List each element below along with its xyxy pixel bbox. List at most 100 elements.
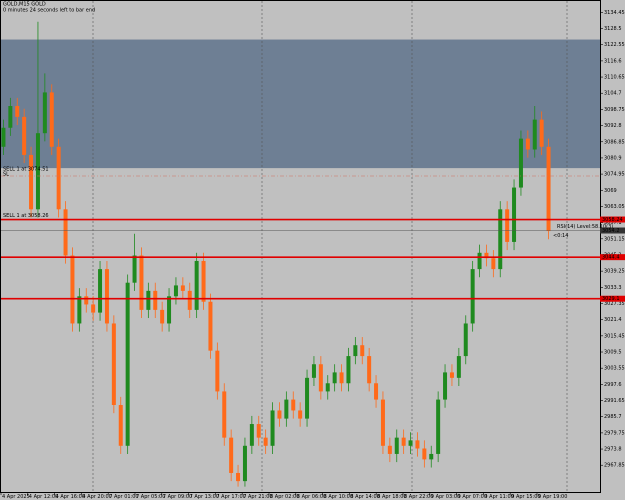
candle-body [153, 290, 158, 310]
candle-body [146, 290, 151, 310]
x-tick-label: 7 Apr 09:00 [163, 494, 192, 500]
x-tick-label: 9 Apr 07:00 [458, 494, 487, 500]
y-tick-label: 3116.6 [604, 58, 622, 64]
y-tick-label: 3080.9 [604, 155, 622, 161]
candle-body [187, 290, 192, 310]
candle-body [249, 424, 254, 446]
candle-body [546, 146, 551, 232]
x-tick-label: 8 Apr 06:00 [297, 494, 326, 500]
y-tick-label: 3098.75 [604, 107, 625, 113]
candle-body [305, 377, 310, 419]
candle-body [173, 285, 178, 297]
level-tag [600, 295, 625, 302]
candle-body [456, 356, 461, 378]
y-tick-label: 3003.55 [604, 366, 625, 372]
y-tick-label: 3063.05 [604, 204, 625, 210]
x-tick-label: 9 Apr 15:00 [511, 494, 540, 500]
y-tick-label: 3092.8 [604, 123, 622, 129]
candle-body [236, 472, 241, 482]
candle-body [491, 258, 496, 270]
candle-body [91, 304, 96, 313]
x-tick-label: 9 Apr 19:00 [538, 494, 567, 500]
candle-body [401, 437, 406, 446]
y-tick-label: 3051.15 [604, 236, 625, 242]
y-tick-label: 3074.95 [604, 172, 625, 178]
candle-body [118, 405, 123, 446]
candle-body [339, 372, 344, 384]
candle-body [408, 440, 413, 446]
x-tick-label: 9 Apr 03:00 [431, 494, 460, 500]
x-tick-label: 7 Apr 05:00 [136, 494, 165, 500]
candle-body [132, 255, 137, 283]
candle-body [415, 440, 420, 449]
y-tick-label: 3039.25 [604, 269, 625, 275]
sell-zone [1, 39, 600, 169]
candle-body [387, 445, 392, 454]
x-tick-label: 4 Apr 16:00 [56, 494, 85, 500]
x-tick-label: 8 Apr 14:00 [350, 494, 379, 500]
candle-body [256, 424, 261, 438]
candle-body [215, 350, 220, 392]
candle-body [70, 255, 75, 324]
candle-body [139, 255, 144, 310]
candle-body [98, 269, 103, 313]
candle-body [277, 410, 282, 419]
price-tag-text: 3054.2 [602, 228, 620, 234]
x-tick-label: 9 Apr 11:00 [484, 494, 513, 500]
candle-body [125, 282, 130, 446]
candle-body [22, 116, 27, 155]
candle-body [35, 133, 40, 210]
candle-body [436, 399, 441, 454]
y-tick-label: 3009.5 [604, 350, 622, 356]
candle-body [291, 399, 296, 411]
candle-body [201, 260, 206, 302]
y-tick-label: 2985.7 [604, 414, 622, 420]
candle-body [49, 92, 54, 147]
candle-body [8, 106, 13, 128]
chart-title: GOLD,M15 GOLD [3, 2, 46, 8]
candle-body [298, 410, 303, 419]
y-tick-label: 3110.65 [604, 75, 625, 81]
candle-body [539, 119, 544, 147]
candle-body [284, 399, 289, 419]
candle-body [15, 106, 20, 117]
y-tick-label: 2997.6 [604, 382, 622, 388]
x-tick-label: 4 Apr 20:00 [82, 494, 111, 500]
candle-body [367, 356, 372, 384]
candle-body [332, 372, 337, 384]
x-tick-label: 8 Apr 22:00 [404, 494, 433, 500]
candle-body [512, 187, 517, 242]
candle-body [422, 448, 427, 460]
y-tick-label: 3033.3 [604, 285, 622, 291]
candle-body [242, 445, 247, 482]
y-tick-label: 3015.45 [604, 333, 625, 339]
y-tick-label: 2973.8 [604, 447, 622, 453]
candle-body [360, 345, 365, 357]
timer-text: 0 minutes 24 seconds left to bar end [3, 8, 95, 14]
x-tick-label: 8 Apr 10:00 [324, 494, 353, 500]
x-tick-label: 7 Apr 01:00 [109, 494, 138, 500]
order-label: SELL 1 at 3058.26 [3, 213, 49, 219]
candle-body [374, 383, 379, 400]
candle-body [270, 410, 275, 446]
candle-body [311, 364, 316, 378]
level-tag [600, 216, 625, 223]
x-tick-label: 4 Apr 2025 [2, 494, 30, 500]
candle-body [1, 127, 6, 147]
candle-body [29, 154, 34, 210]
price-tag [600, 227, 625, 234]
candle-body [222, 391, 227, 438]
candle-body [167, 296, 172, 324]
x-tick-label: 7 Apr 13:00 [190, 494, 219, 500]
candle-body [394, 437, 399, 454]
candle-body [477, 252, 482, 270]
candle-body [325, 383, 330, 392]
candle-body [318, 364, 323, 392]
y-tick-label: 3021.4 [604, 317, 622, 323]
y-tick-label: 3128.5 [604, 26, 622, 32]
candle-body [505, 209, 510, 242]
candle-body [525, 138, 530, 150]
candle-body [518, 138, 523, 188]
